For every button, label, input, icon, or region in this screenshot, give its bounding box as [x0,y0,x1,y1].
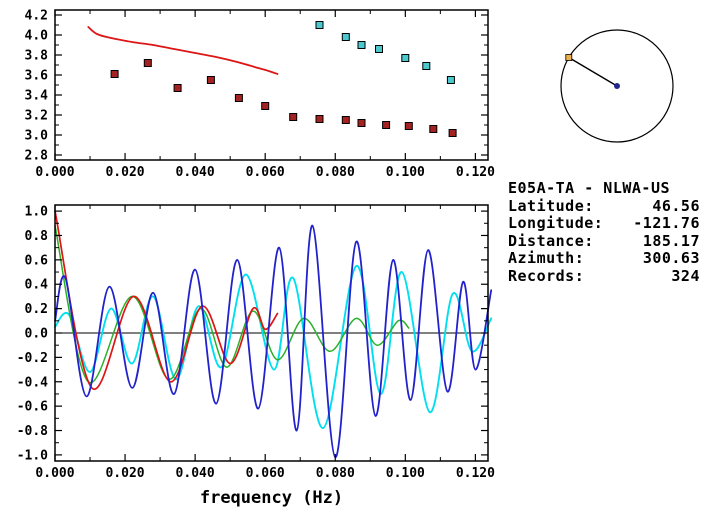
marker-phase-velocity-points [422,62,431,70]
marker-group-velocity-points [234,94,243,102]
info-value: 185.17 [642,231,700,250]
series-green-trace [54,224,410,384]
marker-group-velocity-points [341,116,350,124]
series-red-trace [54,210,279,390]
marker-group-velocity-points [429,125,438,133]
marker-group-velocity-points [315,115,324,123]
x-tick-label: 0.000 [35,466,74,481]
map-circle [560,29,674,143]
marker-phase-velocity-points [446,76,455,84]
marker-group-velocity-points [143,59,152,67]
x-axis-title: frequency (Hz) [200,488,343,508]
station-info-row-longitude: Longitude: -121.76 [508,214,700,233]
x-tick-label: 0.120 [456,165,495,180]
x-tick-label: 0.120 [456,466,495,481]
x-tick-label: 0.000 [35,165,74,180]
x-tick-label: 0.040 [176,165,215,180]
y-tick-label: 0.2 [25,302,48,317]
marker-group-velocity-points [206,76,215,84]
station-info-row-latitude: Latitude: 46.56 [508,196,700,216]
x-tick-label: 0.100 [386,466,425,481]
y-tick-label: -0.4 [17,375,48,390]
x-tick-label: 0.080 [316,165,355,180]
info-label: Longitude: [508,214,604,232]
x-tick-label: 0.100 [386,165,425,180]
y-tick-label: -0.8 [17,424,48,439]
remote-station-marker [565,54,573,61]
x-tick-label: 0.060 [246,165,285,180]
series-cyan-trace [54,265,493,430]
dispersion-chart: 0.000 0.020 0.040 0.060 0.080 0.100 0.120 2.8 3.… [25,9,496,181]
marker-phase-velocity-points [357,41,366,49]
y-tick-label: -0.6 [17,400,48,415]
station-info-panel: E05A-TA - NLWA-US Latitude: 46.56 Longit… [508,179,700,286]
marker-phase-velocity-points [401,54,410,62]
plot-frame [54,9,489,161]
info-value: 300.63 [642,249,700,267]
marker-group-velocity-points [448,129,457,137]
y-tick-label: 0.6 [25,253,49,268]
station-info-row-distance: Distance: 185.17 [508,231,700,251]
azimuth-line [568,56,618,87]
info-label: Azimuth: [508,249,585,267]
y-tick-label: 0.4 [25,278,49,293]
marker-phase-velocity-points [315,21,324,29]
y-tick-label: 4.2 [25,9,48,24]
y-tick-label: 3.0 [25,129,49,144]
marker-group-velocity-points [173,84,182,92]
y-tick-label: 3.8 [25,49,49,64]
y-tick-label: 0.8 [25,229,49,244]
y-tick-label: -1.0 [17,448,48,463]
info-label: Distance: [508,231,594,250]
marker-group-velocity-points [289,113,298,121]
x-tick-label: 0.040 [176,466,215,481]
waveform-chart: 0.000 0.020 0.040 0.060 0.080 0.100 0.120 -1.0 -… [17,204,495,508]
series-blue-trace [54,224,493,459]
marker-group-velocity-points [357,119,366,127]
marker-phase-velocity-points [341,33,350,41]
y-tick-label: 3.2 [25,109,48,124]
x-tick-label: 0.020 [105,466,144,481]
x-tick-label: 0.060 [246,466,285,481]
y-tick-label: 3.4 [25,89,49,104]
marker-group-velocity-points [110,70,119,78]
marker-group-velocity-points [261,102,270,110]
y-tick-label: 0.0 [25,327,49,342]
y-tick-label: 2.8 [25,149,49,164]
info-value: 46.56 [652,196,700,215]
station-info-row-records: Records: 324 [508,266,700,286]
x-tick-label: 0.020 [105,165,144,180]
info-label: Latitude: [508,196,594,215]
series-reference-curve [87,26,279,75]
y-tick-label: 3.6 [25,69,49,84]
y-tick-label: 4.0 [25,29,49,44]
x-tick-label: 0.080 [316,466,355,481]
marker-group-velocity-points [404,122,413,130]
station-pair-title: E05A-TA - NLWA-US [508,179,671,197]
center-station-dot [614,83,620,89]
info-value: 324 [671,266,700,285]
azimuth-map [560,29,674,143]
marker-group-velocity-points [382,121,391,129]
marker-phase-velocity-points [375,45,383,53]
info-label: Records: [508,266,585,285]
y-tick-label: -0.2 [17,351,48,366]
y-tick-label: 1.0 [25,205,49,220]
station-info-row-azimuth: Azimuth: 300.63 [508,249,700,268]
info-value: -121.76 [633,214,700,232]
